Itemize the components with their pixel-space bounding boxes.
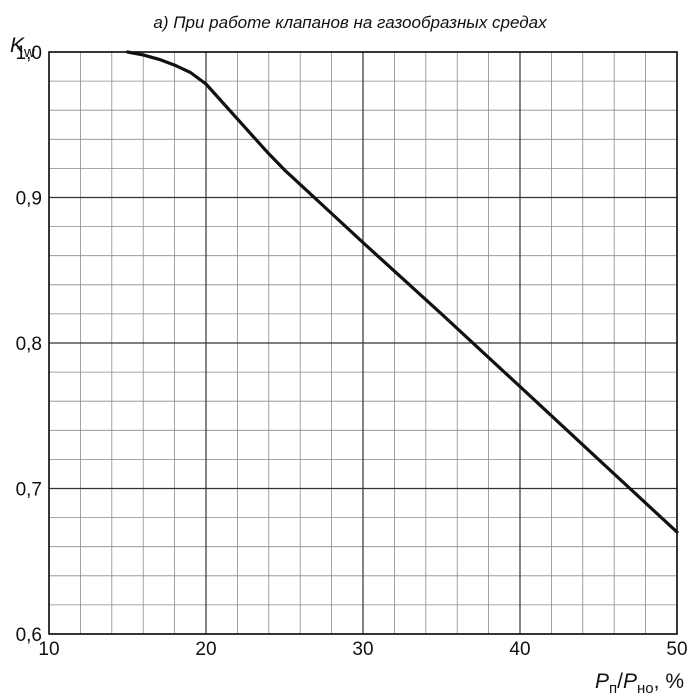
x-axis-label-p1: P bbox=[595, 670, 609, 693]
x-tick-labels: 10 20 30 40 50 bbox=[38, 639, 687, 660]
x-tick-label: 20 bbox=[195, 639, 216, 660]
series-line bbox=[125, 50, 679, 534]
y-tick-label: 0,8 bbox=[16, 334, 42, 355]
y-axis-label: Kw bbox=[10, 34, 35, 61]
x-axis-label-p2-sub: но bbox=[637, 680, 654, 695]
x-axis-label-p1-sub: п bbox=[609, 680, 617, 695]
y-axis-label-sub: w bbox=[23, 44, 35, 61]
y-tick-label: 0,9 bbox=[16, 189, 42, 210]
x-axis-label-p2: P bbox=[623, 670, 637, 693]
x-axis-label: Pп/Pно, % bbox=[595, 670, 684, 695]
x-axis-label-unit: , % bbox=[654, 670, 684, 693]
chart-title: а) При работе клапанов на газообразных с… bbox=[153, 13, 547, 32]
plot-frame bbox=[48, 51, 678, 635]
y-tick-labels: 0,6 0,7 0,8 0,9 1,0 bbox=[16, 43, 42, 646]
x-axis-label-slash: / bbox=[617, 670, 623, 693]
x-tick-label: 10 bbox=[38, 639, 59, 660]
y-axis-label-main: K bbox=[10, 34, 25, 57]
x-tick-label: 50 bbox=[666, 639, 687, 660]
y-tick-label: 0,6 bbox=[16, 625, 42, 646]
x-tick-label: 30 bbox=[352, 639, 373, 660]
y-tick-label: 1,0 bbox=[16, 43, 42, 64]
x-tick-label: 40 bbox=[509, 639, 530, 660]
y-tick-label: 0,7 bbox=[16, 480, 42, 501]
